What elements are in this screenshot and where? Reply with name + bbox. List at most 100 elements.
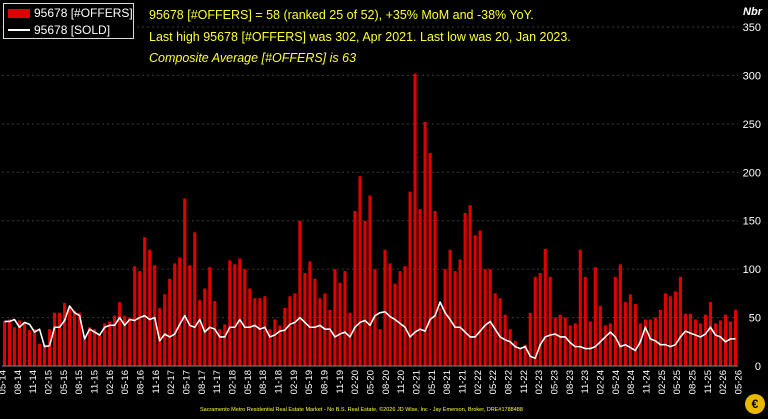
headline-summary: 95678 [#OFFERS] = 58 (ranked 25 of 52), … — [149, 8, 534, 22]
offers-bar — [588, 321, 592, 366]
offers-bar — [178, 257, 182, 366]
offers-bar — [648, 319, 652, 366]
offers-bar — [308, 261, 312, 366]
y-tick-label: 150 — [743, 216, 761, 228]
x-tick-label: 02-26 — [718, 370, 729, 394]
offers-bar — [123, 315, 127, 366]
offers-bar — [583, 276, 587, 366]
legend-offers-label: 95678 [#OFFERS] — [34, 6, 133, 20]
offers-bar — [633, 304, 637, 366]
offers-bar — [348, 312, 352, 366]
offers-bar — [293, 293, 297, 366]
offers-bar — [208, 267, 212, 366]
offers-bar — [373, 269, 377, 366]
offers-bar — [573, 323, 577, 366]
offers-bar — [12, 327, 17, 366]
offers-bar — [48, 329, 52, 366]
offers-bar — [233, 264, 237, 366]
offers-bar — [638, 323, 642, 366]
x-tick-label: 11-15 — [90, 370, 101, 394]
offers-bar — [268, 329, 272, 366]
offers-bar — [458, 259, 462, 366]
offers-bar — [328, 309, 332, 366]
offers-bar — [313, 278, 317, 366]
offers-bar — [32, 329, 37, 366]
offers-bar — [78, 312, 82, 366]
offers-bar — [258, 298, 262, 366]
offers-bar — [368, 195, 372, 366]
offers-bar — [643, 319, 647, 366]
x-tick-label: 11-14 — [28, 370, 39, 394]
y-tick-label: 300 — [743, 70, 761, 82]
x-tick-label: 02-19 — [289, 370, 300, 394]
legend-sold-label: 95678 [SOLD] — [34, 23, 111, 37]
offers-bar — [658, 309, 662, 366]
offers-bar — [333, 269, 337, 366]
offers-bar — [283, 307, 287, 366]
offers-bar — [683, 313, 687, 366]
x-tick-label: 08-17 — [197, 370, 208, 394]
offers-bar — [383, 249, 387, 366]
offers-bar — [558, 314, 562, 366]
offers-bar — [63, 303, 67, 366]
offers-bar — [353, 211, 357, 366]
offers-bar — [578, 249, 582, 366]
offers-bar — [68, 307, 72, 366]
x-axis: 05-14 08-14 11-14 02-15 05-15 08-15 11-15 02-16… — [0, 365, 745, 394]
x-tick-label: 05-20 — [366, 370, 377, 394]
x-tick-label: 11-22 — [519, 370, 530, 394]
x-tick-label: 11-24 — [642, 370, 653, 394]
y-tick-label: 50 — [749, 313, 761, 325]
offers-bar — [533, 276, 537, 366]
x-tick-label: 05-14 — [0, 370, 9, 394]
offers-bar — [393, 283, 397, 366]
offers-bar — [27, 330, 32, 366]
x-tick-label: 05-26 — [734, 370, 745, 394]
offers-bar — [213, 301, 217, 366]
offers-bar — [358, 176, 362, 366]
offers-bar — [343, 271, 347, 366]
offers-bar — [693, 319, 697, 366]
offers-bar — [568, 325, 572, 366]
x-tick-label: 08-16 — [136, 370, 147, 394]
offers-bar — [663, 293, 667, 366]
legend-item-offers: 95678 [#OFFERS] — [8, 5, 133, 21]
x-tick-label: 02-16 — [105, 370, 116, 394]
offers-bar — [523, 344, 527, 366]
x-tick-label: 08-24 — [626, 370, 637, 394]
x-tick-label: 05-21 — [427, 370, 438, 394]
offers-bar — [438, 307, 442, 366]
offers-bar — [428, 152, 432, 366]
x-tick-label: 02-21 — [412, 370, 423, 394]
legend-item-sold: 95678 [SOLD] — [8, 22, 110, 38]
offers-bar — [193, 232, 197, 366]
offers-bar — [138, 271, 142, 366]
offers-bar — [363, 220, 367, 366]
offers-bar — [708, 302, 713, 366]
offers-bar — [43, 344, 47, 366]
offers-bar — [388, 263, 392, 366]
offers-bar — [603, 325, 607, 366]
x-tick-label: 11-23 — [580, 370, 591, 394]
offers-bar — [38, 343, 42, 366]
offers-bar — [228, 260, 232, 366]
x-tick-label: 05-19 — [304, 370, 315, 394]
x-tick-label: 02-20 — [350, 370, 361, 394]
x-tick-label: 08-25 — [688, 370, 699, 394]
offers-bar — [468, 205, 472, 366]
offers-bar — [318, 298, 322, 366]
x-tick-label: 05-16 — [120, 370, 131, 394]
offers-bar — [143, 237, 147, 366]
headline-composite: Composite Average [#OFFERS] is 63 — [149, 51, 357, 65]
offers-bar — [733, 309, 738, 366]
offers-bar — [548, 276, 552, 366]
sold-line — [4, 301, 736, 360]
offers-bar — [303, 273, 307, 366]
offers-bar — [698, 323, 702, 366]
offers-bar — [298, 220, 302, 366]
offers-bar — [483, 269, 487, 366]
x-tick-label: 02-18 — [228, 370, 239, 394]
x-tick-label: 11-18 — [274, 370, 285, 394]
offers-bar — [723, 314, 728, 366]
x-tick-label: 05-22 — [488, 370, 499, 394]
